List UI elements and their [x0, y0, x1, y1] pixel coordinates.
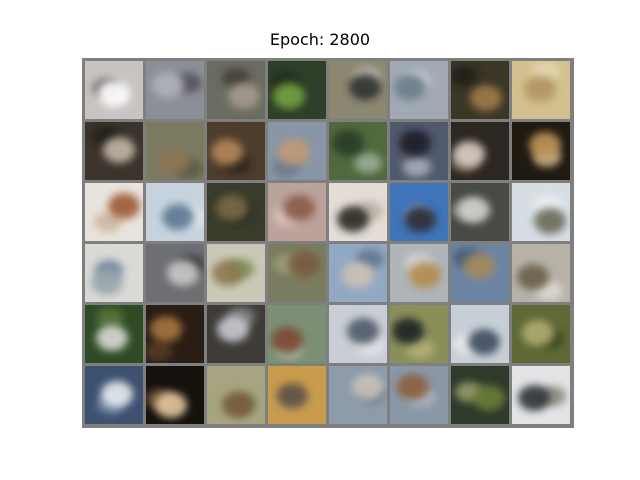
sample-dog-white	[451, 122, 509, 180]
sample-horse-grass	[268, 305, 326, 363]
sample-car-dark	[329, 61, 387, 119]
sample-truck-gray	[512, 244, 570, 302]
sample-animal-forest	[207, 183, 265, 241]
sample-animal-brown	[207, 61, 265, 119]
sample-horse-pink	[268, 183, 326, 241]
sample-frog-green	[268, 61, 326, 119]
sample-bird-green	[85, 305, 143, 363]
sample-dog-pale	[451, 183, 509, 241]
sample-animal-moss	[512, 305, 570, 363]
sample-bird-blue	[268, 122, 326, 180]
sample-deer-tan	[512, 61, 570, 119]
sample-dog-cream	[146, 366, 204, 424]
sample-frog-dark	[451, 366, 509, 424]
sample-dog-blue	[390, 183, 448, 241]
sample-animal-dark	[451, 61, 509, 119]
sample-ship-gray	[390, 61, 448, 119]
sample-deer-sky	[512, 183, 570, 241]
sample-deer-green	[207, 366, 265, 424]
sample-bird-brown	[390, 366, 448, 424]
sample-truck-dark	[512, 366, 570, 424]
sample-dog-brown	[207, 122, 265, 180]
sample-plane-blue	[85, 366, 143, 424]
sample-dog-black	[329, 183, 387, 241]
sample-ship-white	[85, 244, 143, 302]
sample-horse-brown	[85, 183, 143, 241]
sample-grid	[82, 58, 574, 428]
sample-bird-sky	[329, 244, 387, 302]
sample-ostrich-tan	[268, 366, 326, 424]
sample-blur-gray	[146, 61, 204, 119]
figure-title: Epoch: 2800	[269, 30, 371, 49]
sample-bird-white	[329, 305, 387, 363]
sample-animal-olive	[146, 122, 204, 180]
sample-field-tan	[207, 244, 265, 302]
sample-blur-dark	[85, 122, 143, 180]
sample-field-green	[329, 122, 387, 180]
sample-car-white	[85, 61, 143, 119]
sample-plane-gray	[329, 366, 387, 424]
sample-car-gray	[146, 244, 204, 302]
sample-dog-gold	[390, 244, 448, 302]
sample-cat-grass	[390, 305, 448, 363]
sample-truck-white	[207, 305, 265, 363]
sample-dog-tan	[512, 122, 570, 180]
sample-horse-field	[268, 244, 326, 302]
sample-ship-sky	[146, 183, 204, 241]
sample-car-navy	[390, 122, 448, 180]
sample-ship-pale	[451, 305, 509, 363]
sample-ship-blue	[451, 244, 509, 302]
sample-horse-dark	[146, 305, 204, 363]
